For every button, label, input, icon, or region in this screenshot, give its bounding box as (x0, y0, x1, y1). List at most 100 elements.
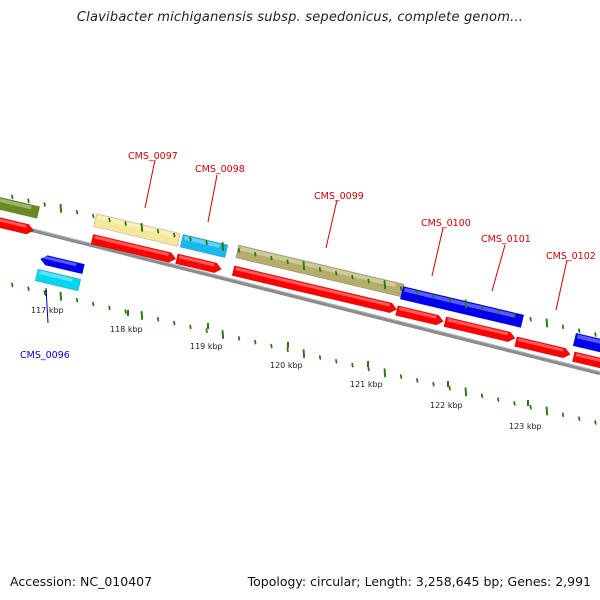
gene-label[interactable]: CMS_0097 (128, 151, 178, 162)
inner-scale-tick (108, 305, 111, 311)
inner-scale-tick (367, 366, 370, 372)
outer-scale-tick (270, 255, 273, 261)
gene-arrow-cms-0097[interactable] (90, 233, 177, 264)
inner-scale-tick (173, 320, 176, 326)
gene-arrow-cms-0102[interactable] (514, 336, 572, 360)
inner-scale-tick (335, 358, 338, 364)
inner-scale-tick (399, 374, 403, 379)
outer-scale-tick (286, 259, 289, 265)
outer-scale-tick (156, 228, 160, 234)
kbp-tick-label: 123 kbp (509, 422, 542, 431)
inner-scale-tick (237, 336, 241, 341)
outer-scale-tick (302, 261, 306, 271)
gene-leader-line (45, 287, 49, 324)
outer-scale-tick (432, 293, 435, 299)
kbp-tick-label: 118 kbp (110, 325, 143, 334)
inner-scale-tick (318, 355, 322, 360)
outer-scale-tick (59, 203, 63, 213)
inner-scale-tick (351, 362, 354, 368)
genome-summary: Topology: circular; Length: 3,258,645 bp… (247, 574, 591, 589)
inner-scale-tick (156, 316, 160, 322)
outer-scale-tick (205, 240, 208, 246)
inner-scale-tick (513, 401, 516, 406)
gene-label[interactable]: CMS_0098 (195, 164, 245, 175)
gene-arrow-partial-left[interactable] (0, 216, 35, 236)
outer-scale-tick (237, 248, 241, 253)
kbp-tick-label: 119 kbp (190, 342, 223, 351)
category-box-cms-0098[interactable] (179, 234, 229, 258)
gene-leader-line (144, 159, 156, 209)
gene-label[interactable]: CMS_0099 (314, 191, 364, 202)
outer-scale-tick (561, 324, 565, 330)
inner-scale-tick (124, 309, 127, 314)
outer-scale-tick (513, 313, 516, 318)
category-box-cms-0096[interactable] (34, 268, 82, 292)
outer-scale-tick (124, 221, 127, 226)
outer-scale-tick (11, 194, 14, 200)
gene-arrow-partial-right[interactable] (571, 351, 600, 370)
inner-scale-tick (480, 393, 484, 399)
gene-label[interactable]: CMS_0102 (546, 251, 596, 262)
inner-scale-tick (27, 286, 30, 291)
outer-scale-tick (254, 251, 257, 257)
inner-scale-tick (302, 349, 306, 359)
category-box-cms-0100[interactable] (399, 286, 525, 328)
inner-scale-tick (529, 404, 532, 410)
outer-scale-tick (189, 236, 192, 242)
outer-scale-tick (578, 328, 581, 333)
gene-arrow-cms-0098[interactable] (175, 253, 222, 274)
gene-arrow-cms-0099[interactable] (231, 265, 398, 314)
gene-label[interactable]: CMS_0101 (481, 234, 531, 245)
inner-scale-tick (270, 343, 273, 349)
kbp-tick-label: 120 kbp (270, 361, 303, 370)
inner-scale-tick (416, 378, 419, 383)
inner-scale-tick (383, 368, 387, 378)
accession-label: Accession: NC_010407 (10, 574, 153, 589)
inner-scale-tick (59, 291, 63, 301)
outer-scale-tick (43, 202, 46, 207)
outer-scale-tick (173, 232, 176, 238)
inner-scale-tick (254, 339, 257, 345)
outer-scale-tick (594, 332, 597, 337)
outer-scale-tick (399, 286, 403, 291)
outer-scale-tick (108, 217, 111, 223)
gene-label[interactable]: CMS_0100 (421, 218, 471, 229)
outer-scale-tick (480, 305, 484, 311)
outer-scale-tick (383, 280, 387, 290)
map-title: Clavibacter michiganensis subsp. sepedon… (76, 10, 524, 25)
outer-scale-tick (416, 290, 419, 295)
gene-leader-line (207, 174, 218, 223)
inner-scale-tick (92, 301, 95, 307)
inner-scale-tick (75, 297, 79, 303)
outer-scale-tick (545, 318, 549, 328)
kbp-tick-label: 122 kbp (430, 401, 463, 410)
outer-scale-tick (335, 270, 338, 276)
category-box-olive[interactable] (0, 195, 41, 219)
category-box-partial-right[interactable] (572, 332, 600, 356)
gene-arrow-cms-0096[interactable] (39, 254, 85, 275)
inner-scale-tick (432, 381, 435, 387)
gene-arrow-cms-0101[interactable] (443, 316, 516, 343)
inner-scale-tick (286, 347, 289, 353)
gene-arrow-cms-0100[interactable] (395, 305, 444, 327)
inner-scale-tick (11, 282, 14, 288)
category-box-cms-0097[interactable] (93, 213, 181, 247)
gene-leader-line (431, 227, 444, 277)
outer-scale-tick (221, 242, 225, 252)
inner-scale-tick (221, 330, 225, 340)
gene-leader-line (555, 259, 568, 311)
gene-label[interactable]: CMS_0096 (20, 350, 70, 361)
outer-scale-tick (75, 209, 79, 215)
inner-scale-tick (140, 310, 144, 320)
inner-scale-tick (561, 412, 565, 418)
inner-scale-tick (448, 385, 451, 391)
inner-scale-tick (594, 420, 597, 425)
outer-scale-tick (529, 316, 532, 322)
outer-scale-tick (351, 274, 354, 280)
inner-scale-tick (578, 416, 581, 421)
inner-scale-tick (189, 324, 192, 330)
inner-scale-tick (497, 397, 500, 402)
outer-scale-tick (367, 278, 370, 284)
inner-scale-tick (545, 406, 549, 416)
